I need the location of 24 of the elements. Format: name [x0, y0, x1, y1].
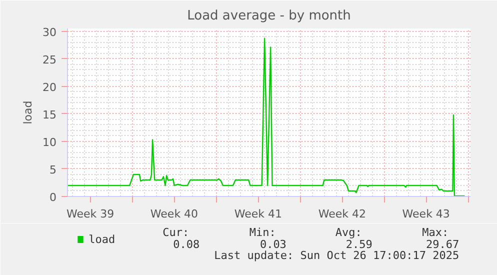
text: 29.67: [426, 238, 460, 251]
x-tick-label: Week 39: [66, 208, 114, 220]
y-tick-label: 10: [42, 136, 57, 149]
y-tick-label: 20: [42, 80, 57, 94]
text: 0.08: [173, 238, 200, 251]
text: 0.03: [260, 238, 286, 251]
chart-title: Load average - by month: [187, 8, 351, 24]
text: Last update: Sun Oct 26 17:00:17 2025: [214, 249, 460, 262]
text: Cur:: [162, 226, 190, 239]
text: Min:: [249, 226, 276, 239]
x-tick-label: Week 43: [402, 208, 450, 220]
text: Avg:: [335, 226, 362, 239]
x-tick-label: Week 40: [150, 208, 198, 220]
x-tick-label: Week 42: [318, 208, 366, 220]
x-tick-label: Week 41: [234, 208, 282, 220]
text: Max:: [422, 226, 449, 239]
y-tick-label: 0: [50, 191, 56, 204]
y-tick-label: 5: [50, 163, 56, 176]
y-axis-title: load: [22, 100, 35, 124]
text: 2.59: [346, 238, 372, 251]
legend-label: load: [88, 233, 116, 246]
y-tick-label: 15: [42, 108, 57, 122]
y-tick-label: 30: [42, 26, 57, 39]
y-tick-label: 25: [42, 53, 57, 66]
